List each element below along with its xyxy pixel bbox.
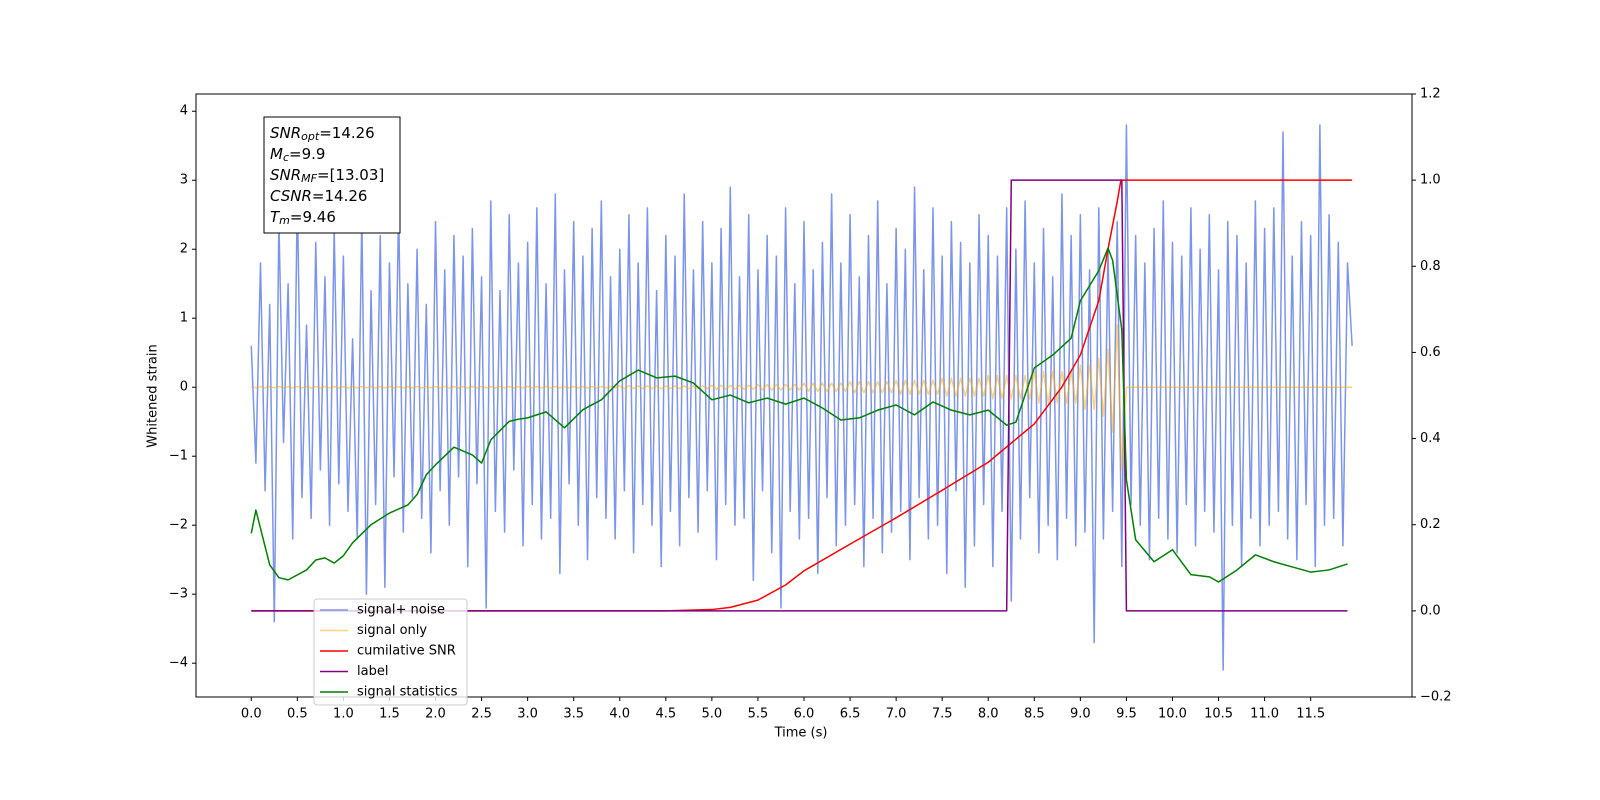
y2-tick-label: 0.2 <box>1420 517 1441 532</box>
y-axis-label: Whitened strain <box>146 344 161 447</box>
x-tick-label: 9.5 <box>1116 707 1137 722</box>
annotation-symbol: CSNR <box>270 187 312 205</box>
x-tick-label: 9.0 <box>1070 707 1091 722</box>
annotation-subscript: c <box>283 151 289 164</box>
legend-label: signal+ noise <box>357 603 445 618</box>
annotation-line: CSNR=14.26 <box>270 187 367 205</box>
series-line <box>250 247 1348 583</box>
annotation-value: =9.46 <box>290 208 336 226</box>
x-tick-label: 4.0 <box>609 707 630 722</box>
x-tick-label: 0.0 <box>241 707 262 722</box>
series-line <box>250 124 1353 671</box>
x-tick-label: 3.5 <box>563 707 584 722</box>
x-tick-label: 2.5 <box>471 707 492 722</box>
x-tick-label: 2.0 <box>425 707 446 722</box>
annotation-symbol: M <box>270 145 283 163</box>
annotation-line: Tm=9.46 <box>270 208 336 228</box>
annotation-value: =14.26 <box>312 187 368 205</box>
annotation-value: =[13.03] <box>317 166 384 184</box>
annotation-line: SNRopt=14.26 <box>270 124 375 144</box>
legend-label: cumilative SNR <box>357 644 456 659</box>
x-tick-label: 10.0 <box>1158 707 1187 722</box>
x-tick-label: 1.5 <box>379 707 400 722</box>
x-tick-label: 8.5 <box>1024 707 1045 722</box>
y-tick-label: 2 <box>180 242 188 257</box>
x-tick-label: 1.0 <box>333 707 354 722</box>
y2-tick-label: 1.0 <box>1420 173 1441 188</box>
annotation-symbol: SNR <box>270 166 301 184</box>
x-tick-label: 6.5 <box>840 707 861 722</box>
annotation-symbol: T <box>270 208 281 226</box>
legend-label: signal statistics <box>357 685 458 700</box>
y2-tick-label: 0.6 <box>1420 345 1441 360</box>
legend-label: label <box>357 664 388 679</box>
y-tick-label: −2 <box>169 518 188 533</box>
x-tick-label: 6.0 <box>794 707 815 722</box>
annotation-subscript: MF <box>301 172 317 185</box>
y2-tick-label: 1.2 <box>1420 87 1441 102</box>
x-tick-label: 7.0 <box>886 707 907 722</box>
y-tick-label: 0 <box>180 380 188 395</box>
annotation-line: Mc=9.9 <box>270 145 325 165</box>
series-line <box>251 324 1353 471</box>
y-tick-label: 1 <box>180 311 188 326</box>
x-tick-label: 8.0 <box>978 707 999 722</box>
annotation-value: =14.26 <box>319 124 375 142</box>
y-tick-label: −1 <box>169 449 188 464</box>
y2-tick-label: 0.8 <box>1420 259 1441 274</box>
annotation-subscript: m <box>279 214 290 227</box>
x-tick-label: 11.0 <box>1250 707 1279 722</box>
y-tick-label: 4 <box>180 104 188 119</box>
annotation-subscript: opt <box>301 130 320 143</box>
legend-box <box>313 598 468 706</box>
x-tick-label: 11.5 <box>1296 707 1325 722</box>
annotation-line: SNRMF=[13.03] <box>270 166 384 186</box>
x-tick-label: 7.5 <box>932 707 953 722</box>
x-tick-label: 0.5 <box>287 707 308 722</box>
y-tick-label: 3 <box>180 173 188 188</box>
y-tick-label: −4 <box>169 656 188 671</box>
series-line <box>251 179 1348 612</box>
legend-label: signal only <box>357 623 427 638</box>
annotation-value: =9.9 <box>289 145 325 163</box>
x-tick-label: 4.5 <box>655 707 676 722</box>
x-axis-label: Time (s) <box>774 726 828 741</box>
y2-tick-label: 0.4 <box>1420 431 1441 446</box>
annotation-symbol: SNR <box>270 124 301 142</box>
x-tick-label: 3.0 <box>517 707 538 722</box>
x-tick-label: 5.0 <box>702 707 723 722</box>
annotation-box <box>263 116 401 234</box>
y-tick-label: −3 <box>169 587 188 602</box>
x-tick-label: 10.5 <box>1204 707 1233 722</box>
y2-tick-label: 0.0 <box>1420 603 1441 618</box>
y2-tick-label: −0.2 <box>1420 690 1452 705</box>
x-tick-label: 5.5 <box>748 707 769 722</box>
